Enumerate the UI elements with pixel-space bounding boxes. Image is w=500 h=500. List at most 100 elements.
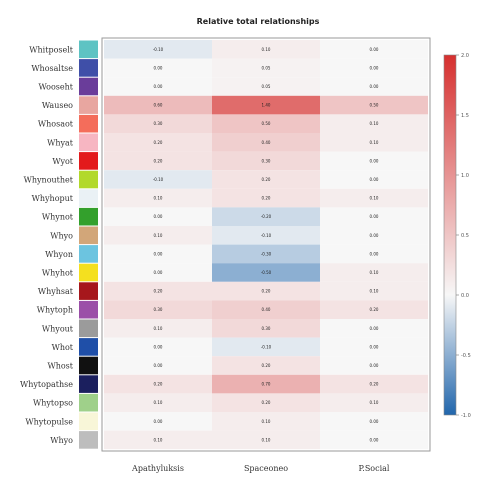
heatmap-cell [212,40,320,59]
cell-value-label: 0.00 [154,214,163,219]
colorbar-tick-label: 1.5 [461,113,469,119]
cell-value-label: 0.00 [370,214,379,219]
cell-value-label: 0.00 [154,251,163,256]
cell-value-label: 0.00 [370,363,379,368]
cell-value-label: 0.10 [154,233,163,238]
cell-value-label: 0.30 [154,307,163,312]
column-label: P.Social [359,464,390,473]
heatmap-cell [104,319,212,338]
colorbar [443,54,457,416]
row-label: Whytoph [37,306,73,315]
column-label: Spaceoneo [244,464,288,473]
heatmap-cell [212,226,320,245]
heatmap-cell [212,133,320,152]
cell-value-label: 0.10 [154,196,163,201]
group-swatch [79,300,98,319]
heatmap-cell [320,40,428,59]
cell-value-label: 0.30 [262,326,271,331]
row-label: Whytopulse [25,417,73,426]
colorbar-tick-label: 2.0 [461,53,469,59]
heatmap-cell [320,281,428,301]
heatmap-cell [104,170,212,189]
group-swatch [79,282,98,300]
heatmap-cell [212,393,320,412]
row-label: Whosaltse [31,64,73,73]
heatmap-cell [104,281,212,301]
heatmap-cell [104,40,212,59]
heatmap-cell [212,170,320,189]
heatmap-cell [320,170,428,189]
heatmap-cell [212,188,320,208]
cell-value-label: 0.20 [154,158,163,163]
row-label: Whyhot [42,269,74,278]
cell-value-label: 0.10 [370,400,379,405]
heatmap-cell [104,58,212,78]
row-label: Whyon [45,250,73,259]
plot-frame [101,37,431,452]
heatmap-cell [320,151,428,171]
cell-value-label: 0.10 [370,140,379,145]
heatmap-cell [212,244,320,264]
group-swatch [79,375,98,393]
colorbar-tick-label: 0.5 [461,233,469,239]
cell-value-label: 0.60 [154,103,163,108]
cell-value-label: 0.00 [370,344,379,349]
cell-value-label: 0.10 [154,326,163,331]
group-swatch [79,412,98,431]
cell-value-label: 0.00 [370,326,379,331]
row-label: Whyo [50,436,73,445]
cell-value-label: 0.10 [370,289,379,294]
row-label: Wyot [52,157,73,166]
group-swatch [79,114,98,133]
group-swatch [79,338,98,356]
cell-value-label: 0.10 [262,47,271,52]
group-swatch [79,77,98,96]
cell-value-label: 0.20 [154,289,163,294]
heatmap-cell [212,95,320,115]
heatmap-cell [320,356,428,375]
cell-value-label: 0.20 [154,382,163,387]
row-label: Wooseht [38,83,73,92]
row-label: Whyat [47,138,74,147]
cell-value-label: 0.10 [154,437,163,442]
heatmap-cell [104,412,212,431]
group-swatch [79,133,98,152]
cell-value-label: 0.00 [370,437,379,442]
group-swatch [79,189,98,207]
group-swatch [79,59,98,77]
cell-value-label: 0.50 [262,121,271,126]
colorbar-tick-label: -1.0 [461,413,471,419]
cell-value-label: 0.40 [262,307,271,312]
cell-value-label: 0.10 [370,196,379,201]
heatmap-cell [104,114,212,133]
heatmap-cell [320,374,428,394]
heatmap-cell [104,151,212,171]
cell-value-label: -0.10 [261,233,272,238]
row-label: Whyout [42,324,74,333]
row-label: Whytopso [33,399,73,408]
row-label: Whyo [50,231,73,240]
cell-value-label: 0.00 [370,47,379,52]
chart-title: Relative total relationships [197,17,320,26]
heatmap-cell [104,95,212,115]
group-swatch [79,263,98,282]
colorbar-tick-label: -0.5 [461,353,471,359]
row-label: Whitposelt [29,45,73,54]
heatmap-cell [320,95,428,115]
heatmap-cell [104,207,212,226]
cell-value-label: 0.20 [370,307,379,312]
heatmap-cell [212,151,320,171]
heatmap-cell [320,263,428,282]
group-swatch [79,431,98,449]
cell-value-label: 0.10 [370,270,379,275]
colorbar-tick-label: 0.0 [461,293,469,299]
group-swatch [79,207,98,226]
heatmap-cell [320,412,428,431]
cell-value-label: 0.00 [370,233,379,238]
row-label: Whyhoput [32,194,74,203]
cell-value-label: 0.00 [370,84,379,89]
heatmap-cell [320,300,428,319]
heatmap-cell [212,77,320,96]
heatmap-cell [212,281,320,301]
